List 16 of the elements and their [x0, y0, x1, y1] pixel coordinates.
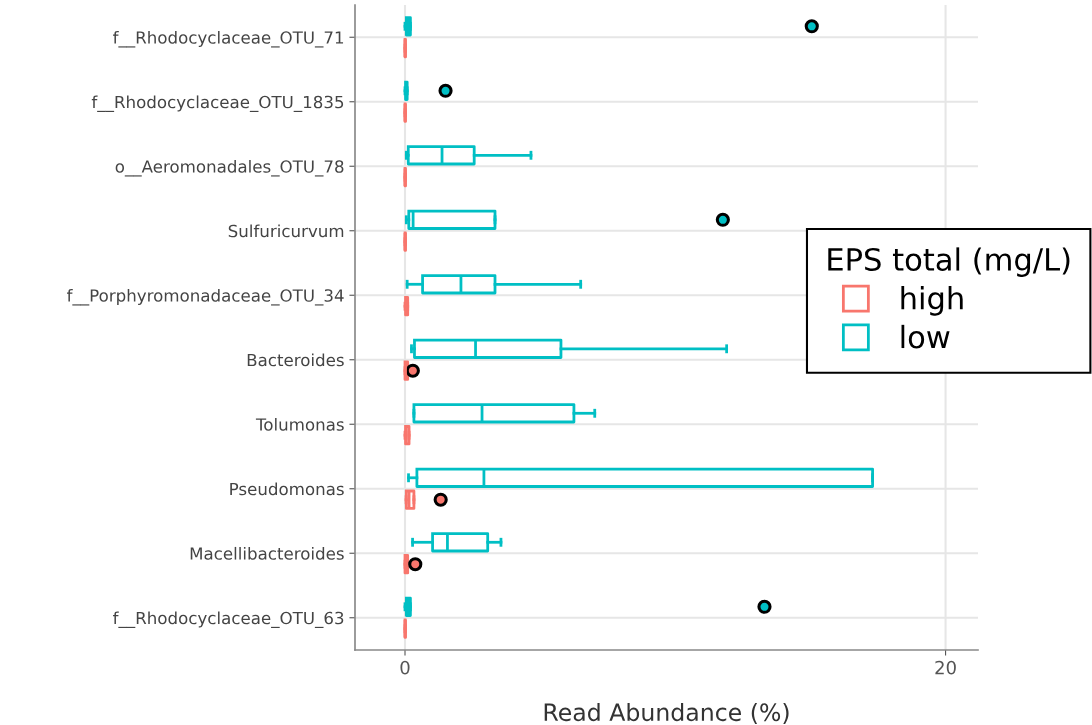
x-tick-label: 0: [400, 660, 410, 675]
y-tick-label: Macellibacteroides: [190, 546, 344, 560]
x-axis-title: Read Abundance (%): [544, 702, 789, 724]
y-tick-label: o__Aeromonadales_OTU_78: [115, 159, 344, 177]
y-tick-label: f__Rhodocyclaceae_OTU_1835: [91, 95, 344, 113]
y-tick-label: Sulfuricurvum: [228, 224, 344, 238]
y-tick-label: Bacteroides: [247, 353, 344, 367]
y-tick-label: f__Rhodocyclaceae_OTU_71: [113, 30, 344, 48]
legend-label: low: [901, 324, 950, 349]
y-tick-label: f__Rhodocyclaceae_OTU_63: [113, 611, 344, 629]
y-tick-label: f__Porphyromonadaceae_OTU_34: [66, 288, 344, 306]
y-tick-label: Tolumonas: [255, 417, 344, 431]
x-tick-label: 20: [935, 660, 956, 675]
legend-label: high: [901, 286, 963, 316]
y-tick-label: Pseudomonas: [230, 482, 344, 496]
legend-title: EPS total (mg/L): [828, 247, 1070, 277]
